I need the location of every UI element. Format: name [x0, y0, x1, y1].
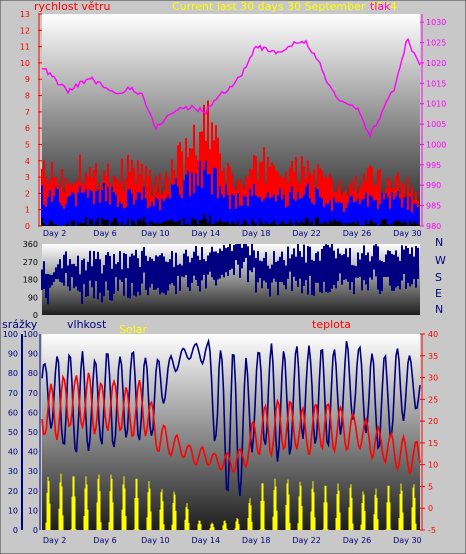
bottom-day-tick-label: Day 26 — [343, 536, 372, 545]
pressure-tick-label: 1015 — [426, 79, 446, 88]
direction-tick-label: 360 — [23, 240, 38, 249]
humidity-tick-label: 90 — [28, 350, 38, 359]
temperature-tick-label: 15 — [428, 439, 438, 448]
bottom-day-tick-label: Day 10 — [141, 536, 170, 545]
top-day-tick-label: Day 14 — [192, 229, 221, 238]
humidity-tick-label: 40 — [28, 448, 38, 457]
wind-tick-label: 7 — [25, 108, 30, 117]
temperature-tick-label: 30 — [428, 374, 438, 383]
rain-tick-label: 10 — [8, 506, 18, 515]
rain-tick-label: 30 — [8, 467, 18, 476]
pressure-tick-label: 1020 — [426, 59, 446, 68]
pressure-tick-label: 980 — [426, 222, 441, 231]
pressure-tick-label: 995 — [426, 161, 441, 170]
rain-tick-label: 80 — [8, 369, 18, 378]
pressure-tick-label: 990 — [426, 181, 441, 190]
rain-tick-label: 0 — [13, 526, 18, 535]
wind-tick-label: 4 — [25, 157, 30, 166]
wind-tick-label: 12 — [20, 26, 30, 35]
pressure-axis-label: tlak — [370, 0, 391, 13]
top-day-tick-label: Day 26 — [343, 229, 372, 238]
direction-tick-label: 270 — [23, 258, 38, 267]
rain-tick-label: 50 — [8, 428, 18, 437]
wind-tick-label: 6 — [25, 124, 30, 133]
wind-tick-label: 8 — [25, 92, 30, 101]
humidity-line — [41, 338, 421, 497]
rain-tick-label: 40 — [8, 448, 18, 457]
wind-tick-label: 2 — [25, 189, 30, 198]
temperature-tick-label: 25 — [428, 395, 438, 404]
compass-north-top: N — [435, 236, 444, 249]
direction-tick-label: 0 — [33, 311, 38, 320]
pressure-tick-label: 1010 — [426, 100, 446, 109]
pressure-tick-label: 985 — [426, 202, 441, 211]
compass-north-bottom: N — [435, 303, 444, 316]
humidity-tick-label: 20 — [28, 487, 38, 496]
compass-west: W — [435, 254, 446, 267]
humidity-tick-label: 50 — [28, 428, 38, 437]
top-day-tick-label: Day 6 — [93, 229, 116, 238]
wind-tick-label: 3 — [25, 173, 30, 182]
rain-tick-label: 100 — [3, 330, 18, 339]
bottom-day-tick-label: Day 18 — [242, 536, 271, 545]
wind-tick-label: 13 — [20, 10, 30, 19]
humidity-tick-label: 70 — [28, 389, 38, 398]
temperature-tick-label: 20 — [428, 417, 438, 426]
chart-title: Current last 30 days 30 September 2024 — [172, 0, 397, 13]
wind-tick-label: 9 — [25, 75, 30, 84]
temperature-tick-label: 5 — [428, 482, 433, 491]
bottom-day-tick-label: Day 2 — [43, 536, 66, 545]
humidity-tick-label: 30 — [28, 467, 38, 476]
humidity-tick-label: 100 — [23, 330, 38, 339]
pressure-tick-label: 1025 — [426, 39, 446, 48]
pressure-tick-label: 1000 — [426, 140, 446, 149]
pressure-tick-label: 1030 — [426, 18, 446, 27]
top-day-tick-label: Day 22 — [292, 229, 321, 238]
humidity-tick-label: 0 — [33, 526, 38, 535]
wind-tick-label: 11 — [20, 43, 30, 52]
compass-east: E — [435, 287, 442, 300]
humidity-tick-label: 10 — [28, 506, 38, 515]
rain-tick-label: 70 — [8, 389, 18, 398]
top-day-tick-label: Day 30 — [393, 229, 422, 238]
wind-tick-label: 10 — [20, 59, 30, 68]
rain-tick-label: 90 — [8, 350, 18, 359]
pressure-tick-label: 1005 — [426, 120, 446, 129]
wind-tick-label: 5 — [25, 140, 30, 149]
temperature-tick-label: 35 — [428, 352, 438, 361]
bottom-day-tick-label: Day 6 — [93, 536, 116, 545]
pressure-line — [41, 37, 421, 139]
direction-tick-label: 90 — [28, 293, 38, 302]
temperature-line — [41, 372, 421, 476]
temperature-tick-label: 0 — [428, 504, 433, 513]
top-day-tick-label: Day 18 — [242, 229, 271, 238]
temperature-tick-label: 10 — [428, 461, 438, 470]
humidity-tick-label: 80 — [28, 369, 38, 378]
bottom-day-tick-label: Day 14 — [192, 536, 221, 545]
rain-tick-label: 20 — [8, 487, 18, 496]
temperature-tick-label: 40 — [428, 330, 438, 339]
bottom-day-tick-label: Day 22 — [292, 536, 321, 545]
direction-tick-label: 180 — [23, 276, 38, 285]
wind-tick-label: 1 — [25, 206, 30, 215]
solar-axis-label: Solar — [119, 323, 148, 336]
compass-south: S — [435, 271, 442, 284]
wind-speed-axis-label: rychlost větru — [34, 0, 111, 13]
temperature-tick-label: -5 — [428, 526, 436, 535]
wind-tick-label: 0 — [25, 222, 30, 231]
rain-tick-label: 60 — [8, 408, 18, 417]
top-day-tick-label: Day 10 — [141, 229, 170, 238]
humidity-axis-label: vlhkost — [67, 318, 107, 331]
humidity-tick-label: 60 — [28, 408, 38, 417]
bottom-day-tick-label: Day 30 — [393, 536, 422, 545]
rain-axis-label: srážky — [2, 318, 38, 331]
top-day-tick-label: Day 2 — [43, 229, 66, 238]
temperature-axis-label: teplota — [312, 318, 351, 331]
